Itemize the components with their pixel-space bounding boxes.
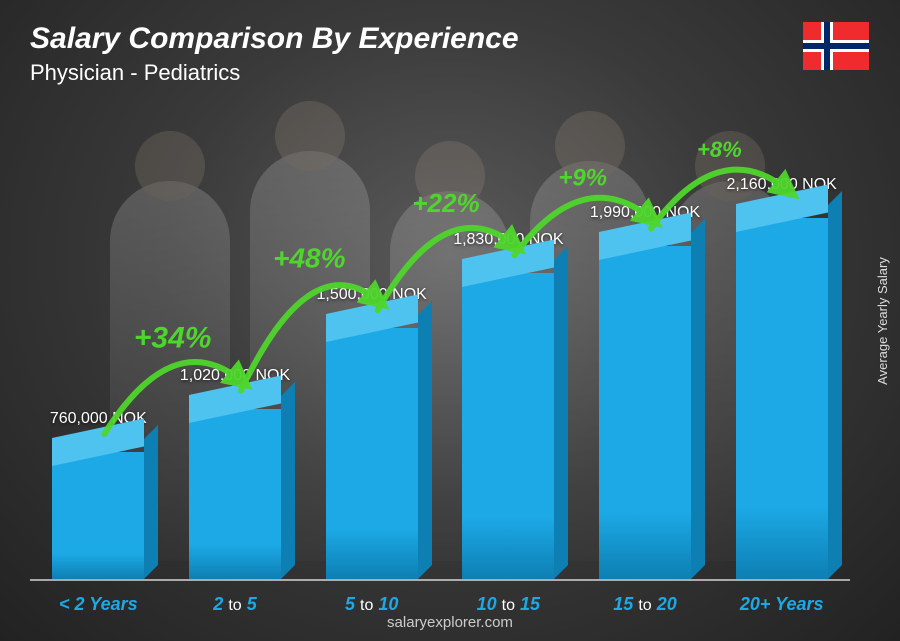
x-axis-label: < 2 Years [30, 594, 167, 615]
bar [189, 409, 281, 579]
salary-chart: 760,000 NOK1,020,000 NOK1,500,000 NOK1,8… [30, 130, 850, 581]
bar-slot: 1,020,000 NOK [167, 130, 304, 579]
norway-flag-icon [802, 22, 870, 70]
x-axis-label: 5 to 10 [303, 594, 440, 615]
bar [462, 273, 554, 579]
bar-slot: 1,990,000 NOK [577, 130, 714, 579]
page-title: Salary Comparison By Experience [30, 22, 519, 56]
x-axis-label: 20+ Years [713, 594, 850, 615]
bar [52, 452, 144, 579]
bar [326, 328, 418, 579]
footer-attribution: salaryexplorer.com [0, 614, 900, 631]
bar-slot: 760,000 NOK [30, 130, 167, 579]
x-labels: < 2 Years2 to 55 to 1010 to 1515 to 2020… [30, 594, 850, 615]
bar [736, 218, 828, 579]
bar-slot: 1,500,000 NOK [303, 130, 440, 579]
x-axis-label: 15 to 20 [577, 594, 714, 615]
bar-slot: 2,160,000 NOK [713, 130, 850, 579]
y-axis-label: Average Yearly Salary [875, 257, 890, 385]
x-axis-label: 10 to 15 [440, 594, 577, 615]
header: Salary Comparison By Experience Physicia… [30, 22, 870, 86]
bars-container: 760,000 NOK1,020,000 NOK1,500,000 NOK1,8… [30, 130, 850, 581]
page-subtitle: Physician - Pediatrics [30, 60, 519, 86]
x-axis-label: 2 to 5 [167, 594, 304, 615]
bar-slot: 1,830,000 NOK [440, 130, 577, 579]
bar [599, 246, 691, 579]
